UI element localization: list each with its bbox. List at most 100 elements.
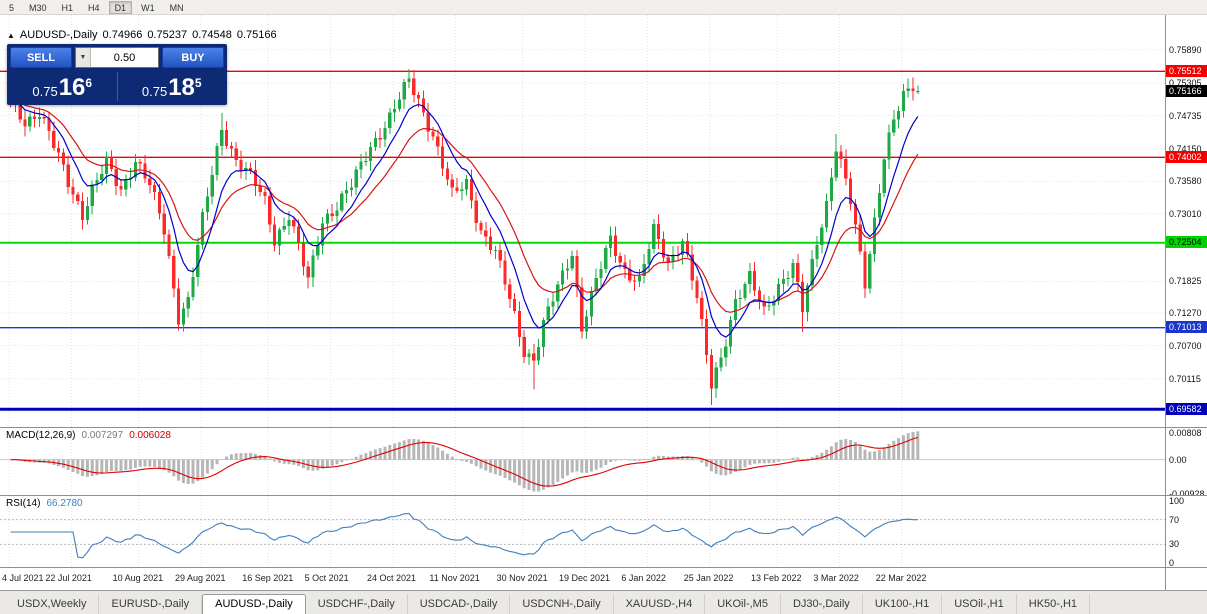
- chart-tab-dj30-daily[interactable]: DJ30-,Daily: [781, 594, 863, 614]
- price-axis-macd[interactable]: 0.00808 0.00 -0.00928: [1166, 427, 1207, 495]
- date-axis[interactable]: 4 Jul 2021 22 Jul 2021 10 Aug 2021 29 Aug 2…: [0, 567, 1165, 590]
- date-axis-label: 10 Aug 2021: [112, 573, 164, 583]
- date-axis-label: 24 Oct 2021: [367, 573, 417, 583]
- chart-tab-usdcad-daily[interactable]: USDCAD-,Daily: [408, 594, 511, 614]
- date-axis-label: 22 Mar 2022: [875, 573, 927, 583]
- timeframe-button-W1[interactable]: W1: [141, 2, 155, 13]
- timeframe-toolbar: 5 M30 H1 H4 D1 W1 MN: [0, 0, 1207, 15]
- candles: [9, 69, 920, 405]
- ma-fast-line[interactable]: [10, 99, 919, 338]
- timeframe-button-5[interactable]: 5: [9, 2, 15, 13]
- rsi-line: [10, 512, 918, 559]
- date-axis-label: 13 Feb 2022: [751, 573, 802, 583]
- rsi-axis-label: 100: [1169, 496, 1185, 506]
- collapse-panel-icon[interactable]: ▲: [7, 30, 15, 40]
- date-axis-label: 6 Jan 2022: [621, 573, 666, 583]
- sell-price-sup: 6: [85, 76, 93, 90]
- price-axis-label: 0.75305: [1169, 78, 1202, 89]
- rsi-canvas[interactable]: [0, 496, 1165, 567]
- sell-price-big: 16: [58, 74, 86, 102]
- main-chart-panel[interactable]: ▲ AUDUSD-,Daily 0.74966 0.75237 0.74548 …: [0, 15, 1165, 427]
- macd-label: MACD(12,26,9) 0.007297 0.006028: [6, 430, 171, 441]
- timeframe-button-D1[interactable]: D1: [108, 0, 133, 14]
- price-axis-rsi[interactable]: 100 70 30 0: [1166, 495, 1207, 567]
- ohlc-close: 0.75166: [236, 29, 277, 41]
- macd-signal-line: [10, 436, 918, 487]
- date-axis-label: 22 Jul 2021: [45, 573, 92, 583]
- chart-tab-audusd-daily[interactable]: AUDUSD-,Daily: [202, 594, 306, 614]
- macd-main-value: 0.007297: [81, 430, 124, 441]
- volume-value[interactable]: 0.50: [113, 51, 136, 64]
- date-axis-label: 25 Jan 2022: [683, 573, 734, 583]
- price-badge-0.74002: 0.74002: [1166, 150, 1207, 163]
- chart-tab-eurusd-daily[interactable]: EURUSD-,Daily: [99, 594, 203, 614]
- price-axis-label: 0.71270: [1169, 308, 1202, 319]
- rsi-panel[interactable]: RSI(14) 66.2780: [0, 495, 1165, 567]
- volume-box[interactable]: ▼ 0.50: [75, 47, 159, 68]
- price-axis-label: 0.71825: [1169, 276, 1202, 287]
- chart-column: ▲ AUDUSD-,Daily 0.74966 0.75237 0.74548 …: [0, 15, 1165, 590]
- chart-tab-uk100-h1[interactable]: UK100-,H1: [863, 594, 943, 614]
- date-axis-label: 11 Nov 2021: [429, 573, 480, 583]
- chart-symbol-label: AUDUSD-,Daily: [19, 29, 98, 41]
- chart-tabs-bar: USDX,Weekly EURUSD-,Daily AUDUSD-,Daily USD…: [0, 590, 1207, 614]
- date-axis-label: 3 Mar 2022: [813, 573, 859, 583]
- date-axis-label: 16 Sep 2021: [242, 573, 294, 583]
- price-badge-0.75512: 0.75512: [1166, 64, 1207, 77]
- ohlc-open: 0.74966: [102, 29, 143, 41]
- rsi-axis-label: 70: [1169, 514, 1180, 525]
- chart-tab-xauusd-h4[interactable]: XAUUSD-,H4: [614, 594, 706, 614]
- price-axis-column[interactable]: 0.75890 0.75305 0.74735 0.74150 0.73580 0.730…: [1165, 15, 1207, 590]
- macd-axis-label: -0.00928: [1169, 488, 1205, 495]
- date-axis-label: 30 Nov 2021: [496, 573, 548, 583]
- price-axis-label: 0.70115: [1169, 373, 1201, 384]
- sell-button[interactable]: SELL: [10, 47, 72, 68]
- rsi-value: 66.2780: [46, 498, 83, 509]
- price-divider: [116, 72, 118, 101]
- macd-axis-label: 0.00: [1169, 454, 1187, 465]
- timeframe-button-M30[interactable]: M30: [29, 2, 47, 13]
- timeframe-button-MN[interactable]: MN: [169, 2, 184, 13]
- buy-button[interactable]: BUY: [162, 47, 224, 68]
- volume-dropdown-icon[interactable]: ▼: [76, 48, 91, 67]
- buy-price-display[interactable]: 0.75 18 5: [120, 71, 225, 102]
- chart-tab-usdcnh-daily[interactable]: USDCNH-,Daily: [510, 594, 614, 614]
- macd-name: MACD(12,26,9): [6, 430, 76, 441]
- chart-tab-usdx-weekly[interactable]: USDX,Weekly: [5, 594, 100, 614]
- date-axis-label: 19 Dec 2021: [559, 573, 611, 583]
- rsi-axis-label: 30: [1169, 539, 1180, 550]
- macd-canvas[interactable]: [0, 428, 1165, 495]
- price-axis-label: 0.73010: [1169, 208, 1202, 219]
- price-axis-label: 0.73580: [1169, 176, 1202, 187]
- price-badge-0.69582: 0.69582: [1166, 402, 1207, 415]
- sell-price-display[interactable]: 0.75 16 6: [10, 71, 115, 102]
- date-axis-label: 5 Oct 2021: [304, 573, 349, 583]
- price-badge-0.75166: 0.75166: [1166, 84, 1207, 97]
- ma-slow-line[interactable]: [10, 99, 919, 313]
- price-axis-label: 0.75890: [1169, 44, 1202, 55]
- timeframe-button-H1[interactable]: H1: [61, 2, 74, 13]
- ohlc-low: 0.74548: [192, 29, 232, 41]
- ohlc-high: 0.75237: [147, 29, 188, 41]
- price-axis-label: 0.74735: [1169, 110, 1202, 121]
- price-badge-0.71013: 0.71013: [1166, 321, 1207, 334]
- buy-price-sup: 5: [194, 76, 202, 90]
- price-axis-label: 0.70700: [1169, 340, 1202, 351]
- rsi-name: RSI(14): [6, 498, 41, 509]
- chart-tab-hk50-h1[interactable]: HK50-,H1: [1017, 594, 1091, 614]
- buy-price-base: 0.75: [141, 84, 168, 100]
- timeframe-button-H4[interactable]: H4: [88, 2, 100, 13]
- buy-price-big: 18: [168, 74, 195, 102]
- level-lines: [0, 70, 1165, 411]
- chart-tab-ukoil-m5[interactable]: UKOil-,M5: [705, 594, 781, 614]
- rsi-label: RSI(14) 66.2780: [6, 498, 83, 509]
- chart-tab-usdchf-daily[interactable]: USDCHF-,Daily: [306, 594, 408, 614]
- date-axis-label: 4 Jul 2021: [2, 573, 44, 583]
- chart-workspace: ▲ AUDUSD-,Daily 0.74966 0.75237 0.74548 …: [0, 15, 1207, 590]
- rsi-axis-label: 0: [1169, 558, 1175, 567]
- chart-tab-usoil-h1[interactable]: USOil-,H1: [942, 594, 1017, 614]
- axis-corner: [1166, 567, 1207, 590]
- main-chart-canvas[interactable]: [0, 15, 1165, 427]
- macd-panel[interactable]: MACD(12,26,9) 0.007297 0.006028: [0, 427, 1165, 495]
- price-axis-main[interactable]: 0.75890 0.75305 0.74735 0.74150 0.73580 0.730…: [1166, 15, 1207, 427]
